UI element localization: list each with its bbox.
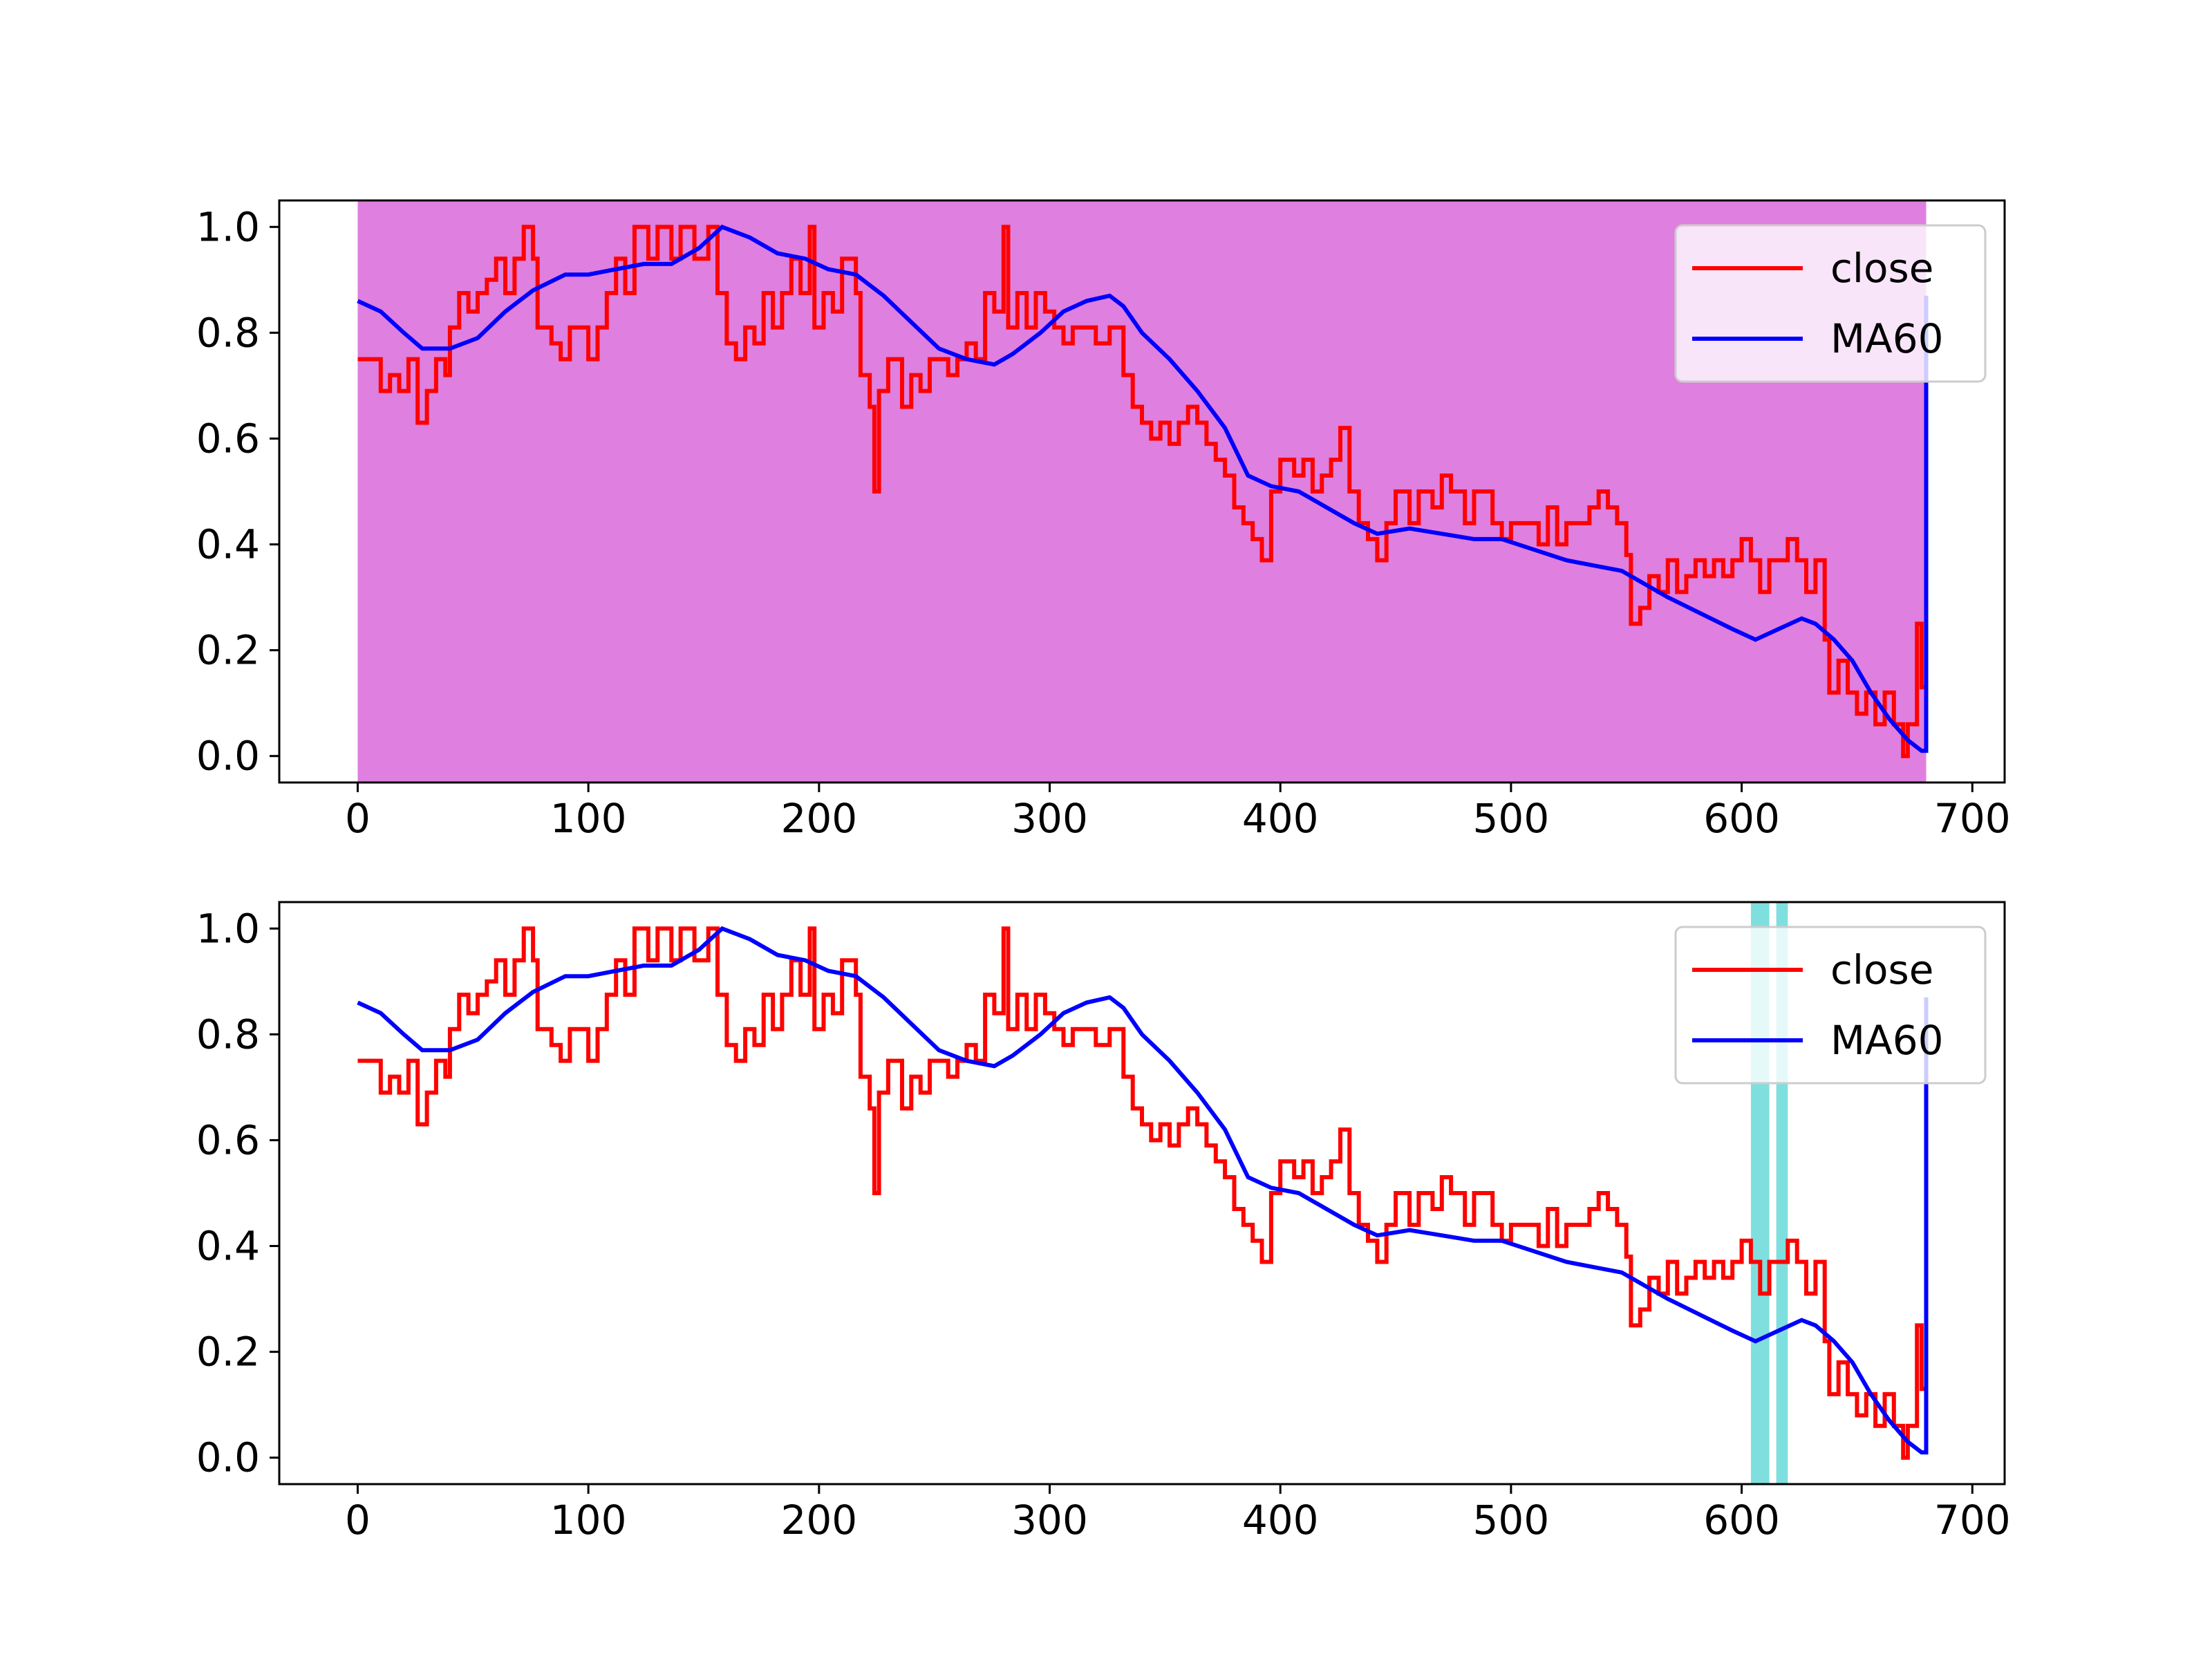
y-tick-label: 0.0 [196, 733, 260, 780]
top-chart: 0 100 200 300 400 500 600 700 0.0 0.2 0.4 0.6 0.8 1.0… [196, 199, 2011, 842]
x-tick-label: 400 [1242, 1497, 1319, 1544]
y-tick-label: 0.8 [196, 1011, 260, 1058]
x-tick-label: 100 [550, 795, 627, 842]
legend: close MA60 [1674, 224, 1987, 383]
legend: close MA60 [1674, 926, 1987, 1085]
series-ma60 [357, 224, 1929, 753]
legend-label-close: close [1830, 946, 1933, 993]
axes-frame [278, 901, 2006, 1485]
x-tick-label: 500 [1473, 1497, 1550, 1544]
y-tick-label: 0.6 [196, 1116, 260, 1163]
x-tick-label: 600 [1703, 1497, 1780, 1544]
y-tick-label: 0.4 [196, 1223, 260, 1270]
x-tick-label: 200 [780, 795, 857, 842]
y-tick-label: 0.4 [196, 521, 260, 568]
x-tick-label: 700 [1934, 1497, 2011, 1544]
y-tick-label: 0.6 [196, 415, 260, 462]
legend-box [1674, 224, 1987, 383]
x-tick-label: 700 [1934, 795, 2011, 842]
series-close [357, 225, 1927, 758]
x-tick-label: 0 [345, 1497, 371, 1544]
series-ma60 [357, 926, 1929, 1455]
plot-area [357, 200, 1929, 782]
x-tick-label: 400 [1242, 795, 1319, 842]
legend-label-ma60: MA60 [1830, 1017, 1944, 1064]
y-tick-label: 1.0 [196, 203, 260, 250]
legend-label-close: close [1830, 245, 1933, 292]
x-tick-label: 200 [780, 1497, 857, 1544]
y-tick-label: 1.0 [196, 905, 260, 952]
x-tick-label: 600 [1703, 795, 1780, 842]
y-tick-label: 0.8 [196, 309, 260, 356]
background-span [357, 200, 1927, 782]
legend-label-ma60: MA60 [1830, 315, 1944, 362]
bottom-chart: 0 100 200 300 400 500 600 700 0.0 0.2 0.4 0.6 0.8 1.0… [196, 901, 2011, 1544]
series-close [357, 926, 1927, 1460]
x-tick-label: 300 [1011, 1497, 1088, 1544]
y-tick-label: 0.0 [196, 1434, 260, 1481]
x-tick-label: 0 [345, 795, 371, 842]
legend-box [1674, 926, 1987, 1085]
x-tick-label: 100 [550, 1497, 627, 1544]
x-tick-label: 300 [1011, 795, 1088, 842]
y-tick-label: 0.2 [196, 1329, 260, 1376]
x-tick-label: 500 [1473, 795, 1550, 842]
y-tick-label: 0.2 [196, 627, 260, 674]
axes-frame [278, 199, 2006, 784]
